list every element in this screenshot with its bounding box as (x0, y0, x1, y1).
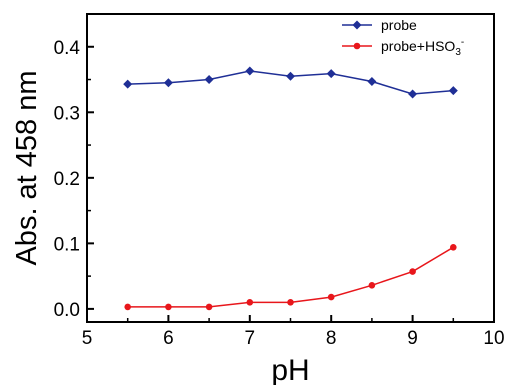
x-tick-label: 7 (245, 328, 256, 349)
series-1 (123, 66, 458, 99)
x-tick-label: 5 (82, 328, 93, 349)
data-point (368, 282, 376, 289)
series-2 (124, 243, 457, 311)
data-point (245, 66, 255, 76)
data-point (353, 42, 361, 50)
data-point (204, 75, 214, 85)
x-axis-ticks: 5 6 7 8 9 10 (82, 315, 505, 349)
y-axis-ticks: 0.0 0.1 0.2 0.3 0.4 (54, 13, 94, 321)
y-axis-label: Abs. at 458 nm (11, 70, 43, 265)
data-point (327, 293, 335, 301)
x-tick-label: 10 (483, 328, 504, 349)
data-point (450, 243, 457, 251)
data-point (163, 78, 173, 88)
x-tick-label: 6 (163, 328, 174, 349)
data-point (246, 299, 254, 306)
data-point (352, 20, 362, 30)
data-point (205, 303, 213, 311)
series-line (127, 246, 454, 308)
y-tick-label: 0.1 (54, 234, 80, 255)
data-point (408, 89, 418, 99)
legend-label: probe (381, 17, 417, 33)
data-point (367, 76, 377, 86)
legend: probe probe+HSO3- (342, 17, 464, 58)
x-tick-label: 8 (326, 328, 337, 349)
y-tick-label: 0.0 (54, 300, 80, 321)
y-tick-label: 0.3 (54, 103, 80, 124)
plot-frame (86, 13, 495, 323)
plot-marks (123, 66, 458, 311)
data-point (287, 299, 294, 306)
data-point (326, 69, 336, 79)
legend-label: probe+HSO3- (381, 37, 464, 58)
y-tick-label: 0.4 (54, 38, 81, 59)
y-tick-label: 0.2 (54, 169, 80, 190)
data-point (409, 268, 416, 275)
x-tick-label: 9 (407, 328, 418, 349)
x-axis-label: pH (271, 354, 309, 385)
data-point (448, 86, 458, 96)
data-point (165, 303, 172, 311)
data-point (286, 71, 295, 81)
data-point (124, 303, 131, 311)
data-point (123, 79, 133, 89)
